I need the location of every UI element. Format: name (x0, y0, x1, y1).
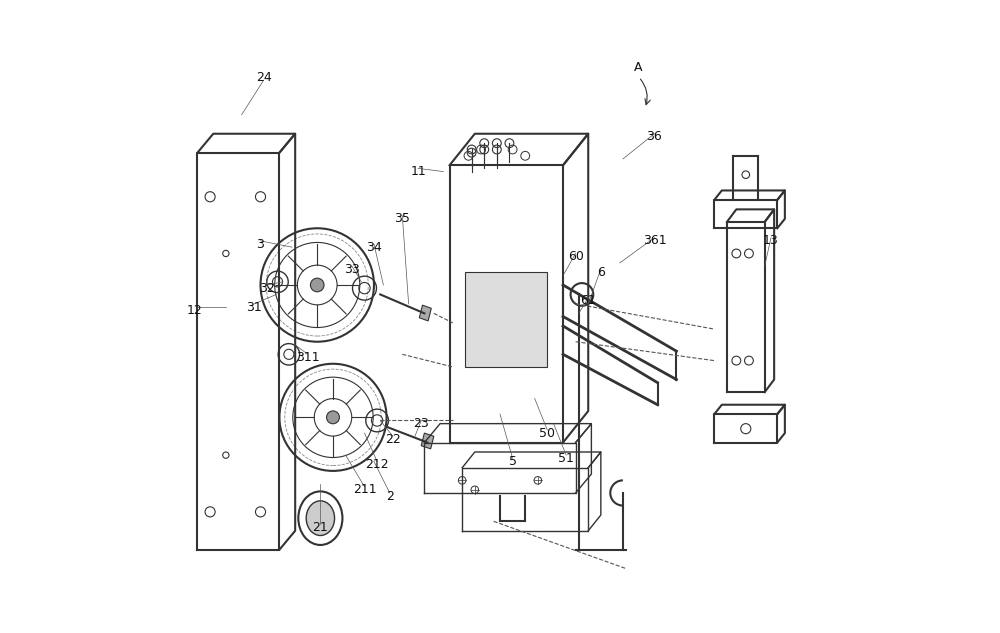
Text: 51: 51 (558, 452, 574, 465)
Text: 31: 31 (246, 301, 262, 313)
Text: 6: 6 (597, 266, 605, 279)
Circle shape (327, 411, 339, 423)
Bar (465, 272, 547, 367)
Polygon shape (419, 305, 431, 321)
Text: 33: 33 (344, 263, 360, 276)
Circle shape (310, 278, 324, 292)
Text: 12: 12 (186, 304, 202, 316)
Text: 311: 311 (296, 351, 320, 364)
Text: 211: 211 (353, 484, 376, 496)
Text: 13: 13 (763, 234, 779, 248)
Text: 34: 34 (366, 241, 382, 254)
Text: 5: 5 (509, 455, 517, 468)
Text: 24: 24 (256, 70, 272, 84)
Ellipse shape (306, 501, 335, 536)
Text: 50: 50 (539, 427, 555, 439)
Polygon shape (421, 433, 434, 449)
Text: 3: 3 (257, 237, 264, 251)
Text: A: A (634, 61, 643, 74)
Text: 60: 60 (568, 250, 584, 263)
Text: 36: 36 (647, 130, 662, 144)
Text: 2: 2 (386, 489, 394, 503)
Text: 21: 21 (313, 521, 328, 534)
Text: 61: 61 (580, 294, 596, 307)
Text: 35: 35 (394, 212, 410, 225)
Text: 22: 22 (385, 433, 401, 446)
Text: 23: 23 (413, 417, 429, 430)
Text: 32: 32 (259, 282, 275, 294)
Text: 212: 212 (365, 458, 389, 471)
Text: 361: 361 (643, 234, 666, 248)
Text: 11: 11 (410, 165, 426, 178)
